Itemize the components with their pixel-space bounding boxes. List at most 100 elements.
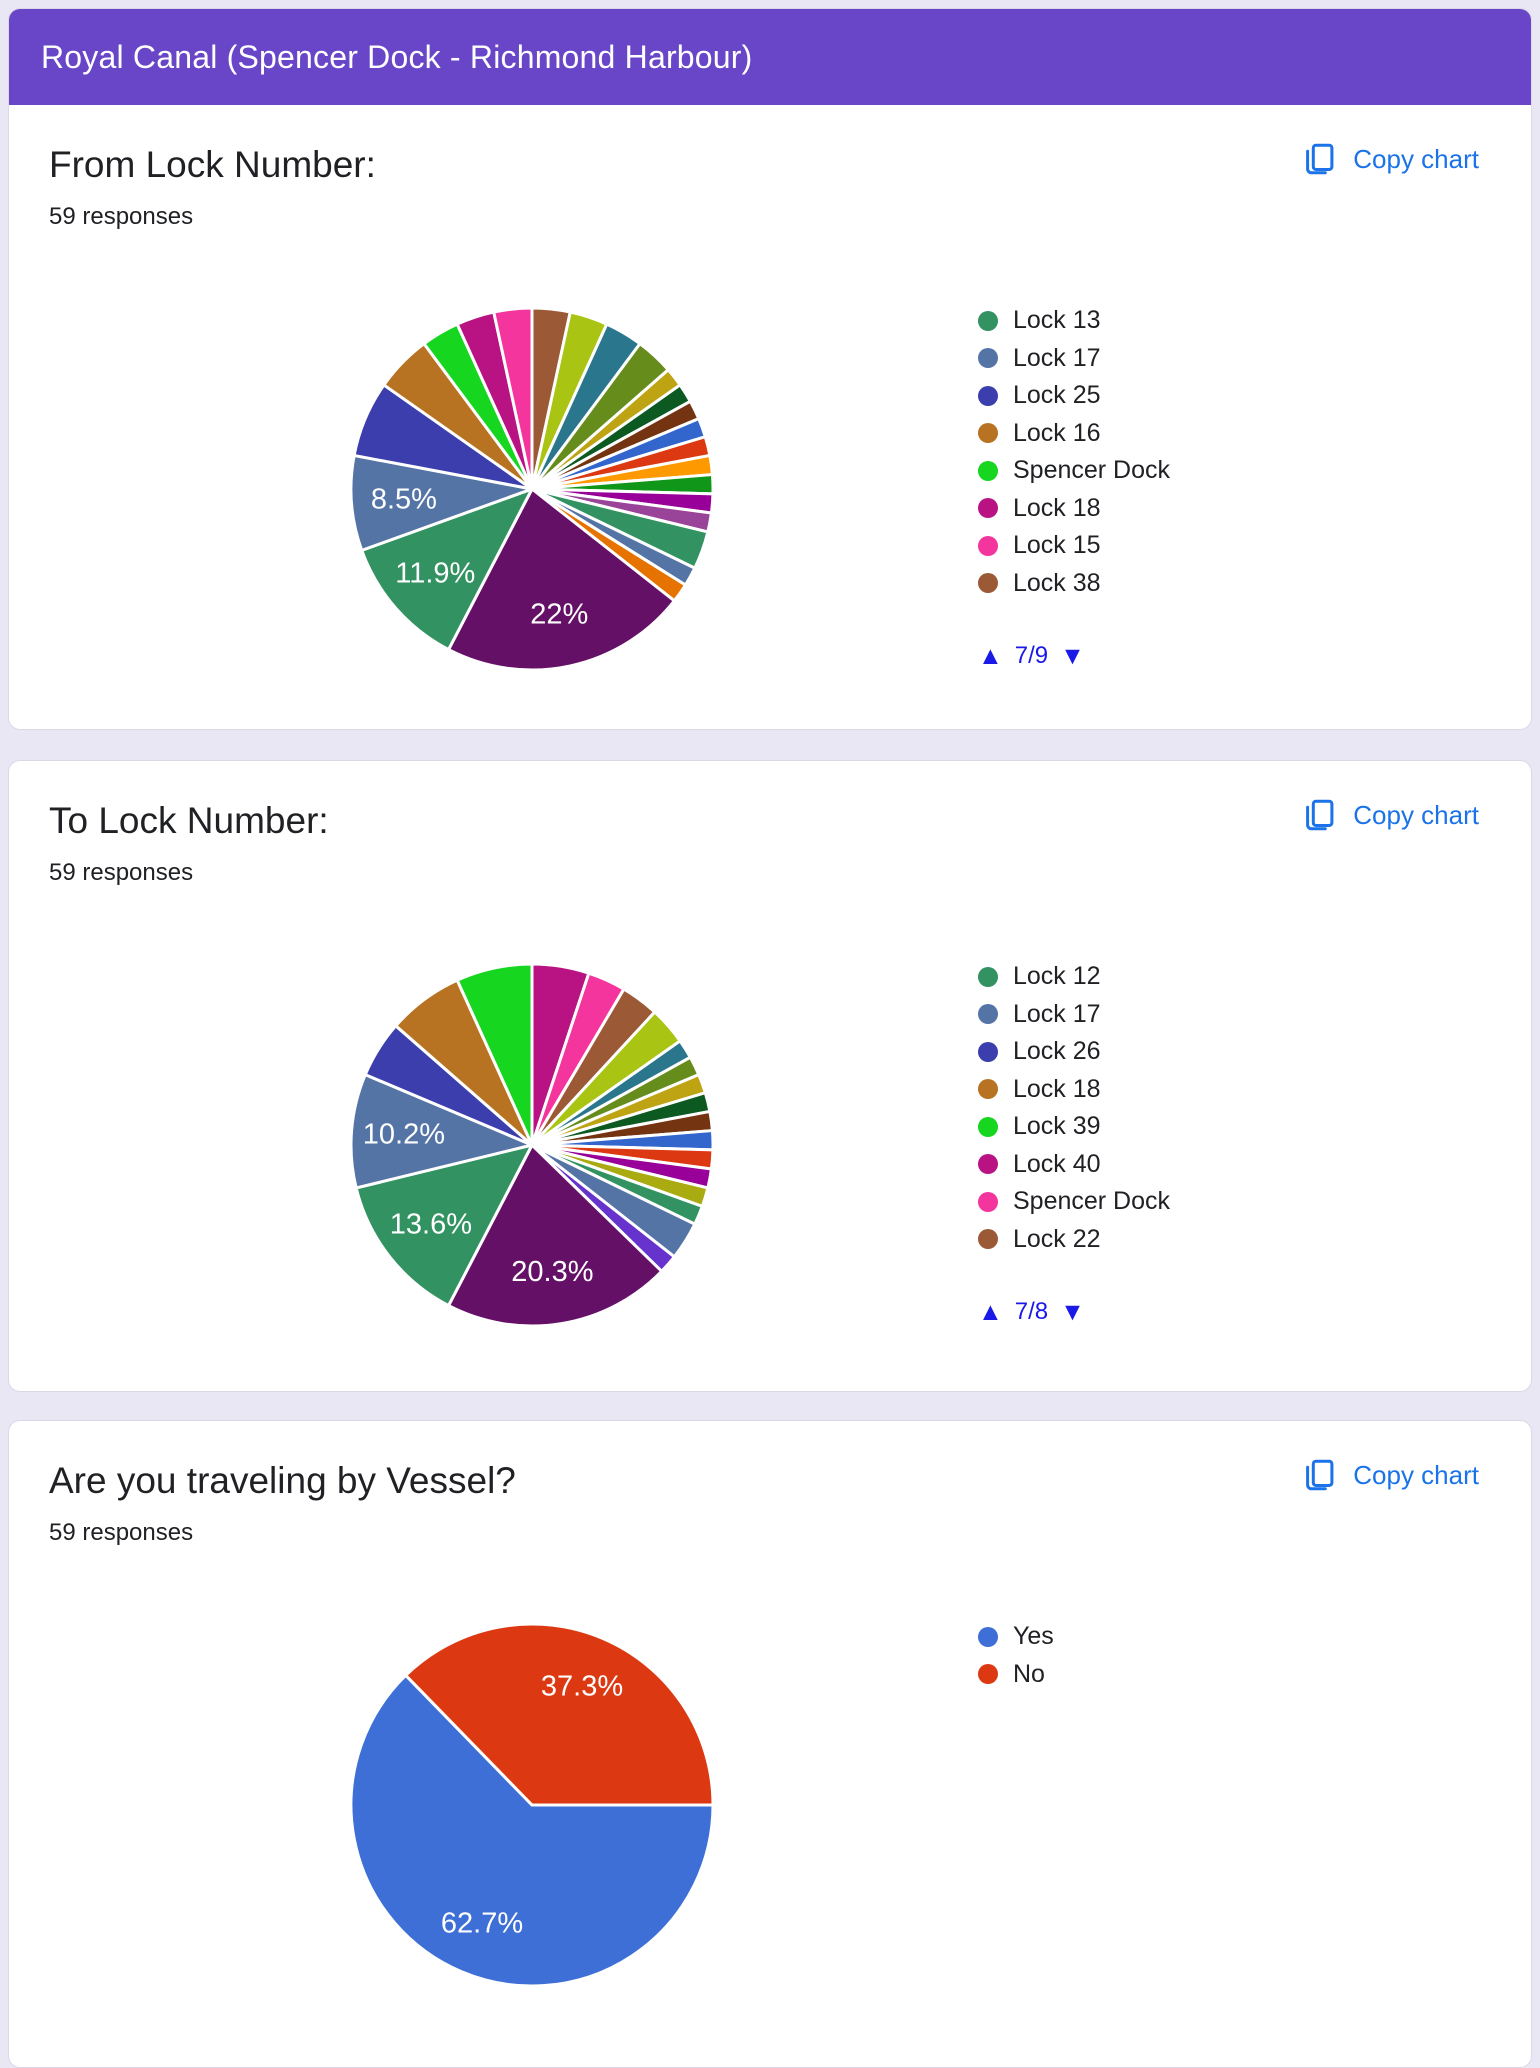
legend-item: Lock 15 (978, 527, 1170, 565)
legend-item: Lock 18 (978, 1071, 1170, 1109)
legend-pager: ▲ 7/9 ▼ (978, 642, 1170, 670)
response-count: 59 responses (49, 1519, 194, 1547)
pie-slice[interactable] (455, 962, 534, 1147)
pie-percent-label: 62.7% (441, 1907, 523, 1939)
copy-chart-label: Copy chart (1353, 143, 1479, 174)
legend-item: Lock 26 (978, 1033, 1170, 1071)
pie-percent-label: 11.9% (395, 558, 475, 590)
legend-item: Spencer Dock (978, 452, 1170, 490)
legend-item: Lock 16 (978, 415, 1170, 453)
legend-item: Lock 25 (978, 377, 1170, 415)
legend-swatch (978, 1116, 998, 1137)
question-title: From Lock Number: (49, 144, 376, 185)
legend-label: Lock 18 (1013, 1074, 1101, 1103)
question-title: To Lock Number: (49, 800, 329, 841)
legend-label: Lock 38 (1013, 568, 1101, 597)
legend-label: Lock 26 (1013, 1037, 1101, 1066)
legend-item: Lock 39 (978, 1108, 1170, 1146)
legend-swatch (978, 1191, 998, 1212)
pie-percent-label: 10.2% (363, 1119, 445, 1151)
chart-card-to-lock: To Lock Number: 59 responses Copy chart … (8, 760, 1532, 1392)
pie-slice[interactable] (447, 1143, 664, 1328)
legend-item: Lock 13 (978, 302, 1170, 340)
copy-icon (1306, 799, 1334, 831)
legend-label: Lock 16 (1013, 418, 1101, 447)
legend-label: Lock 39 (1013, 1112, 1101, 1141)
form-title: Royal Canal (Spencer Dock - Richmond Har… (41, 38, 753, 75)
legend-swatch (978, 423, 998, 444)
legend-label: No (1013, 1659, 1045, 1688)
legend-page-up-icon[interactable]: ▲ (978, 1297, 1003, 1326)
pie-slice[interactable] (349, 1073, 534, 1190)
pie-slice[interactable] (349, 453, 534, 552)
pie-slice[interactable] (492, 306, 534, 491)
legend-label: Lock 40 (1013, 1149, 1101, 1178)
legend-swatch (978, 1664, 998, 1685)
pie-slice[interactable] (349, 1673, 715, 1988)
legend-label: Lock 15 (1013, 531, 1101, 560)
legend-item: Lock 17 (978, 340, 1170, 378)
legend-label: Lock 13 (1013, 306, 1101, 335)
legend-swatch (978, 1041, 998, 1062)
legend-label: Spencer Dock (1013, 1187, 1171, 1216)
legend-label: Lock 17 (1013, 999, 1101, 1028)
response-count: 59 responses (49, 859, 194, 887)
legend-page-down-icon[interactable]: ▼ (1060, 641, 1085, 670)
form-section-header: Royal Canal (Spencer Dock - Richmond Har… (9, 9, 1531, 105)
question-title: Are you traveling by Vessel? (49, 1460, 516, 1501)
legend-label: Spencer Dock (1013, 456, 1171, 485)
legend-item: Lock 38 (978, 565, 1170, 603)
pie-slice[interactable] (404, 1622, 715, 1807)
legend-swatch (978, 1004, 998, 1025)
legend-swatch (978, 1079, 998, 1100)
legend-item: Lock 18 (978, 490, 1170, 528)
legend-item: Lock 22 (978, 1221, 1170, 1259)
copy-chart-button[interactable]: Copy chart (1301, 1457, 1479, 1493)
copy-icon (1306, 1459, 1334, 1491)
legend-item: Lock 17 (978, 996, 1170, 1034)
chart-legend: Lock 12 Lock 17 Lock 26 Lock 18 Lock 39 Lock … (978, 958, 1170, 1326)
legend-page-up-icon[interactable]: ▲ (978, 641, 1003, 670)
legend-label: Lock 22 (1013, 1224, 1101, 1253)
legend-swatch (978, 385, 998, 406)
legend-pager: ▲ 7/8 ▼ (978, 1298, 1170, 1326)
legend-swatch (978, 498, 998, 519)
chart-card-vessel: Are you traveling by Vessel? 59 response… (8, 1420, 1532, 2068)
legend-swatch (978, 1154, 998, 1175)
legend-swatch (978, 535, 998, 556)
pie-percent-label: 20.3% (511, 1256, 593, 1288)
copy-chart-button[interactable]: Copy chart (1301, 797, 1479, 833)
legend-swatch (978, 966, 998, 987)
legend-swatch (978, 460, 998, 481)
copy-chart-button[interactable]: Copy chart (1301, 141, 1479, 177)
legend-label: Lock 25 (1013, 381, 1101, 410)
chart-legend: Yes No (978, 1618, 1054, 1693)
legend-label: Yes (1013, 1622, 1054, 1651)
legend-page-indicator: 7/8 (1014, 1298, 1049, 1325)
legend-label: Lock 12 (1013, 962, 1101, 991)
pie-chart[interactable]: 62.7% 37.3% (342, 1615, 722, 1995)
legend-item: Lock 12 (978, 958, 1170, 996)
pie-percent-label: 8.5% (371, 483, 437, 515)
pie-slice[interactable] (360, 487, 534, 652)
legend-swatch (978, 1626, 998, 1647)
pie-slice[interactable] (447, 487, 676, 672)
response-count: 59 responses (49, 203, 194, 231)
copy-chart-label: Copy chart (1353, 799, 1479, 830)
chart-legend: Lock 13 Lock 17 Lock 25 Lock 16 Spencer Dock… (978, 302, 1170, 670)
pie-chart[interactable]: 20.3% 13.6% 10.2% (342, 955, 722, 1335)
legend-item: Spencer Dock (978, 1183, 1170, 1221)
legend-item: Lock 40 (978, 1146, 1170, 1184)
legend-swatch (978, 348, 998, 369)
legend-label: Lock 17 (1013, 343, 1101, 372)
pie-chart[interactable]: 22% 11.9% 8.5% (342, 299, 722, 679)
pie-slice[interactable] (354, 1143, 534, 1308)
pie-percent-label: 13.6% (390, 1208, 472, 1240)
pie-percent-label: 37.3% (541, 1671, 623, 1703)
legend-page-down-icon[interactable]: ▼ (1060, 1297, 1085, 1326)
legend-swatch (978, 573, 998, 594)
legend-swatch (978, 310, 998, 331)
legend-label: Lock 18 (1013, 493, 1101, 522)
legend-item: No (978, 1656, 1054, 1694)
copy-chart-label: Copy chart (1353, 1459, 1479, 1490)
